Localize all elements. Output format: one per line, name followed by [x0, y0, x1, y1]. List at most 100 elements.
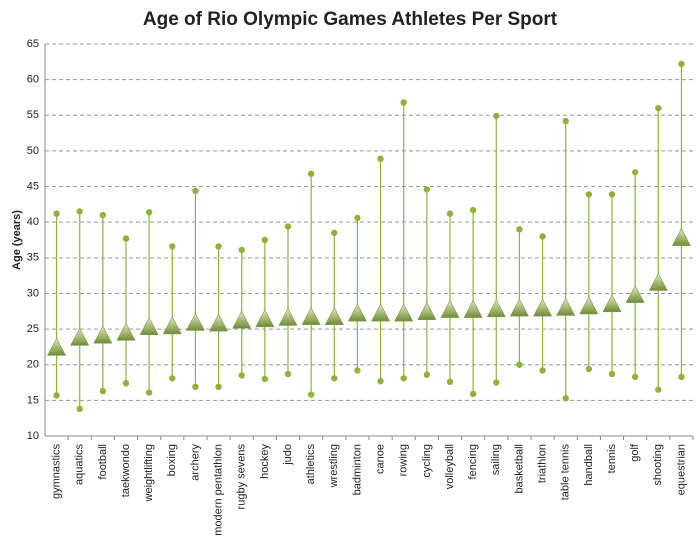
high-dot — [585, 191, 593, 198]
high-dot — [423, 186, 431, 193]
x-tick-label: sailing — [490, 444, 502, 475]
mean-marker — [324, 307, 344, 325]
chart-title: Age of Rio Olympic Games Athletes Per Sp… — [143, 9, 558, 30]
x-tick-label: golf — [629, 443, 641, 462]
mean-marker — [116, 322, 136, 341]
high-dot — [469, 206, 477, 214]
low-dot — [122, 380, 130, 387]
x-tick-label: archery — [189, 444, 201, 481]
x-tick-label: judo — [282, 444, 294, 466]
high-dot — [331, 229, 338, 237]
high-dot — [516, 226, 523, 233]
low-dot — [284, 370, 292, 378]
y-tick-label: 40 — [27, 216, 39, 228]
mean-marker — [556, 297, 576, 316]
high-dot — [377, 155, 384, 162]
low-dot — [215, 383, 222, 391]
high-dot — [169, 243, 176, 250]
low-dot — [539, 367, 546, 374]
mean-marker — [232, 310, 252, 329]
mean-marker — [209, 313, 229, 332]
mean-marker — [394, 303, 414, 322]
mean-marker — [648, 272, 668, 291]
x-tick-label: handball — [583, 444, 595, 486]
high-dot — [493, 112, 500, 120]
x-tick-label: taekwondo — [120, 444, 132, 497]
high-dot — [99, 211, 107, 219]
y-tick-label: 30 — [27, 287, 39, 299]
x-tick-label: volleyball — [444, 444, 456, 489]
low-dot — [169, 375, 176, 382]
mean-marker — [93, 325, 113, 344]
high-dot — [122, 235, 130, 242]
x-tick-label: table tennis — [560, 444, 572, 501]
high-dot — [446, 210, 454, 217]
y-tick-label: 35 — [27, 252, 39, 264]
x-tick-label: modern pentathlon — [212, 444, 224, 536]
low-dot — [678, 373, 685, 381]
low-dot — [446, 378, 454, 386]
high-dot — [608, 191, 616, 198]
high-dot — [562, 117, 569, 125]
x-tick-label: cycling — [421, 444, 433, 478]
high-dot — [678, 60, 685, 68]
high-dot — [400, 99, 407, 106]
mean-marker — [671, 227, 691, 246]
low-dot — [423, 371, 431, 378]
x-tick-label: gymnastics — [50, 444, 62, 500]
mean-marker — [417, 302, 437, 320]
x-tick-label: equestrian — [675, 444, 687, 495]
low-dot — [99, 387, 107, 395]
low-dot — [516, 361, 523, 368]
x-tick-label: basketball — [513, 444, 525, 494]
x-tick-label: triathlon — [536, 444, 548, 483]
low-dot — [192, 383, 199, 391]
mean-marker — [486, 299, 506, 318]
y-axis-label: Age (years) — [11, 210, 23, 270]
y-tick-label: 65 — [27, 38, 39, 50]
low-dot — [469, 390, 477, 398]
y-tick-label: 60 — [27, 74, 39, 86]
mean-marker — [509, 298, 529, 317]
mean-marker — [255, 309, 275, 328]
high-dot — [238, 246, 245, 254]
high-dot — [145, 209, 153, 216]
y-tick-label: 45 — [27, 180, 39, 192]
x-tick-label: tennis — [606, 444, 618, 474]
low-dot — [655, 386, 662, 393]
high-dot — [307, 170, 315, 177]
x-tick-label: aquatics — [74, 444, 86, 485]
x-tick-label: canoe — [374, 444, 386, 474]
x-tick-label: shooting — [652, 444, 664, 486]
high-dot — [53, 210, 60, 217]
x-tick-label: wrestling — [328, 444, 340, 488]
high-dot — [215, 243, 222, 250]
x-tick-label: fencing — [467, 444, 479, 479]
x-tick-label: weightlifting — [143, 444, 155, 502]
mean-marker — [440, 299, 460, 318]
x-tick-label: boxing — [166, 444, 178, 476]
low-dot — [493, 379, 500, 386]
mean-marker — [533, 298, 553, 317]
y-tick-label: 15 — [27, 394, 39, 406]
low-dot — [76, 405, 83, 413]
mean-marker — [371, 303, 391, 322]
y-tick-label: 55 — [27, 109, 39, 121]
low-dot — [585, 365, 593, 373]
y-tick-label: 10 — [27, 430, 39, 442]
mean-marker — [278, 307, 298, 326]
low-dot — [261, 375, 269, 383]
x-tick-label: rowing — [398, 444, 410, 476]
high-dot — [192, 187, 199, 195]
x-tick-label: hockey — [259, 444, 271, 479]
low-dot — [377, 377, 384, 385]
high-dot — [655, 104, 662, 112]
high-dot — [261, 236, 269, 244]
mean-marker — [162, 316, 182, 335]
mean-marker — [47, 337, 67, 356]
x-tick-label: football — [97, 444, 109, 479]
high-dot — [354, 214, 361, 222]
low-dot — [145, 389, 153, 396]
x-tick-label: athletics — [305, 444, 317, 485]
